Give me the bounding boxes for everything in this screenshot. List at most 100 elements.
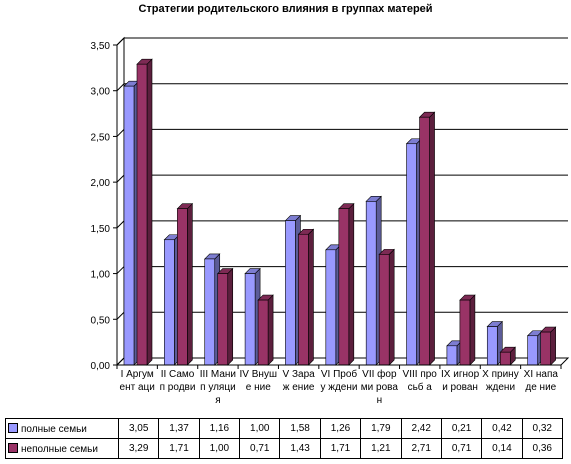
bar-front xyxy=(244,273,256,366)
y-tick-label: 0,50 xyxy=(91,315,111,326)
bar-single-10 xyxy=(499,346,516,366)
bar-front xyxy=(499,351,511,366)
chart-title: Стратегии родительского влияния в группа… xyxy=(138,3,433,15)
bar-side xyxy=(469,294,476,366)
bar-side xyxy=(388,248,395,366)
x-tick-label: VI Пробу ждени xyxy=(320,369,358,393)
y-tick-label: 3,50 xyxy=(91,41,111,52)
data-label: 1,71 xyxy=(158,438,200,459)
data-label: 0,21 xyxy=(440,418,483,439)
x-tick-label: X прину ждени xyxy=(482,369,519,393)
data-label: 1,00 xyxy=(239,418,281,439)
data-label: 2,42 xyxy=(400,418,442,439)
bar-front xyxy=(365,201,377,366)
gridline xyxy=(116,174,568,183)
data-label: 1,00 xyxy=(198,438,241,459)
bar-front xyxy=(527,335,538,366)
bar-front xyxy=(378,254,390,366)
bar-front xyxy=(217,273,229,366)
y-tick-label: 2,50 xyxy=(91,132,111,143)
data-label: 1,58 xyxy=(279,418,321,439)
data-label: 1,43 xyxy=(279,438,321,459)
y-tick-label: 0,00 xyxy=(91,361,111,372)
data-label: 0,42 xyxy=(481,418,523,439)
bar-front xyxy=(136,63,148,366)
gridline xyxy=(116,83,568,92)
bar-single-4 xyxy=(257,294,274,366)
bar-single-3 xyxy=(217,267,234,366)
bar-single-5 xyxy=(297,228,315,366)
gridline xyxy=(116,128,568,137)
bar-side xyxy=(187,202,193,366)
data-label: 2,71 xyxy=(400,438,442,459)
y-tick-label: 1,50 xyxy=(91,224,111,235)
bar-front xyxy=(298,233,309,366)
x-tick-label: VIII просьб а xyxy=(402,369,437,393)
legend-swatch xyxy=(8,422,18,433)
bar-side xyxy=(429,111,435,366)
bar-single-6 xyxy=(338,202,355,366)
table-row: полные семьи 3,05 1,37 1,16 1,00 1,58 1,26 1,79… xyxy=(5,418,563,439)
bar-front xyxy=(540,331,551,366)
bar-front xyxy=(419,116,430,366)
bar-side xyxy=(146,58,153,366)
bar-single-7 xyxy=(378,248,395,366)
data-label: 0,71 xyxy=(239,438,281,459)
legend-entry: неполные семьи xyxy=(5,438,119,459)
y-tick-label: 1,00 xyxy=(91,270,111,281)
data-label: 1,71 xyxy=(319,438,362,459)
x-tick-label: XI нападе ние xyxy=(523,369,558,393)
legend-label: полные семьи xyxy=(21,423,87,435)
bar-front xyxy=(406,143,417,366)
data-label: 0,32 xyxy=(521,418,563,439)
bar-front xyxy=(486,326,498,366)
data-label: 3,29 xyxy=(117,438,160,459)
x-tick-label: IX игнори рован xyxy=(441,369,480,393)
data-label: 1,21 xyxy=(360,438,402,459)
x-tick-label: II Самоп родви xyxy=(159,369,196,393)
gridline xyxy=(116,37,568,46)
bar-front xyxy=(285,220,296,366)
bar-front xyxy=(338,208,350,366)
bar-front xyxy=(164,239,175,366)
x-tick-label: III Манип уляция xyxy=(199,369,237,406)
values-table: полные семьи 3,05 1,37 1,16 1,00 1,58 1,26 1,79… xyxy=(5,418,563,459)
legend-label: неполные семьи xyxy=(21,443,98,455)
bar-side xyxy=(308,228,314,366)
y-tick-label: 2,00 xyxy=(91,178,111,189)
bar-front xyxy=(204,258,216,366)
bar-front xyxy=(325,249,337,366)
bar-side xyxy=(348,202,355,366)
data-label: 1,79 xyxy=(360,418,402,439)
bar-single-2 xyxy=(176,202,194,366)
bar-side xyxy=(227,267,234,366)
x-tick-label: V Зараж ение xyxy=(282,369,315,393)
data-label: 0,14 xyxy=(481,438,523,459)
x-tick-label: I Аргумент аци xyxy=(119,369,155,393)
bars xyxy=(123,58,557,366)
y-tick-label: 3,00 xyxy=(91,87,111,98)
bar-front xyxy=(123,85,135,366)
bar-single-8 xyxy=(418,111,436,366)
bar-side xyxy=(267,294,274,366)
bar-front xyxy=(459,299,471,366)
x-tick-label: IV Внуше ние xyxy=(239,369,277,393)
x-tick-label: VII форми рован xyxy=(360,369,398,406)
data-label: 1,37 xyxy=(158,418,200,439)
bar-front xyxy=(177,208,188,366)
bar-side xyxy=(550,326,556,366)
bar-front xyxy=(446,345,458,366)
bar-single-9 xyxy=(459,294,476,366)
data-label: 3,05 xyxy=(117,418,160,439)
data-label: 1,26 xyxy=(319,418,362,439)
bar-single-1 xyxy=(136,58,153,366)
data-label: 0,71 xyxy=(440,438,483,459)
legend-swatch xyxy=(8,442,18,453)
bar-front xyxy=(257,299,269,366)
axes: 0,00 0,50 1,00 1,50 2,00 2,50 3,00 3,50 xyxy=(91,41,562,372)
table-row: неполные семьи 3,29 1,71 1,00 0,71 1,43 1,71 1,… xyxy=(5,438,563,459)
legend-entry: полные семьи xyxy=(5,418,119,439)
data-label: 0,36 xyxy=(521,438,563,459)
bar-single-11 xyxy=(539,326,557,366)
